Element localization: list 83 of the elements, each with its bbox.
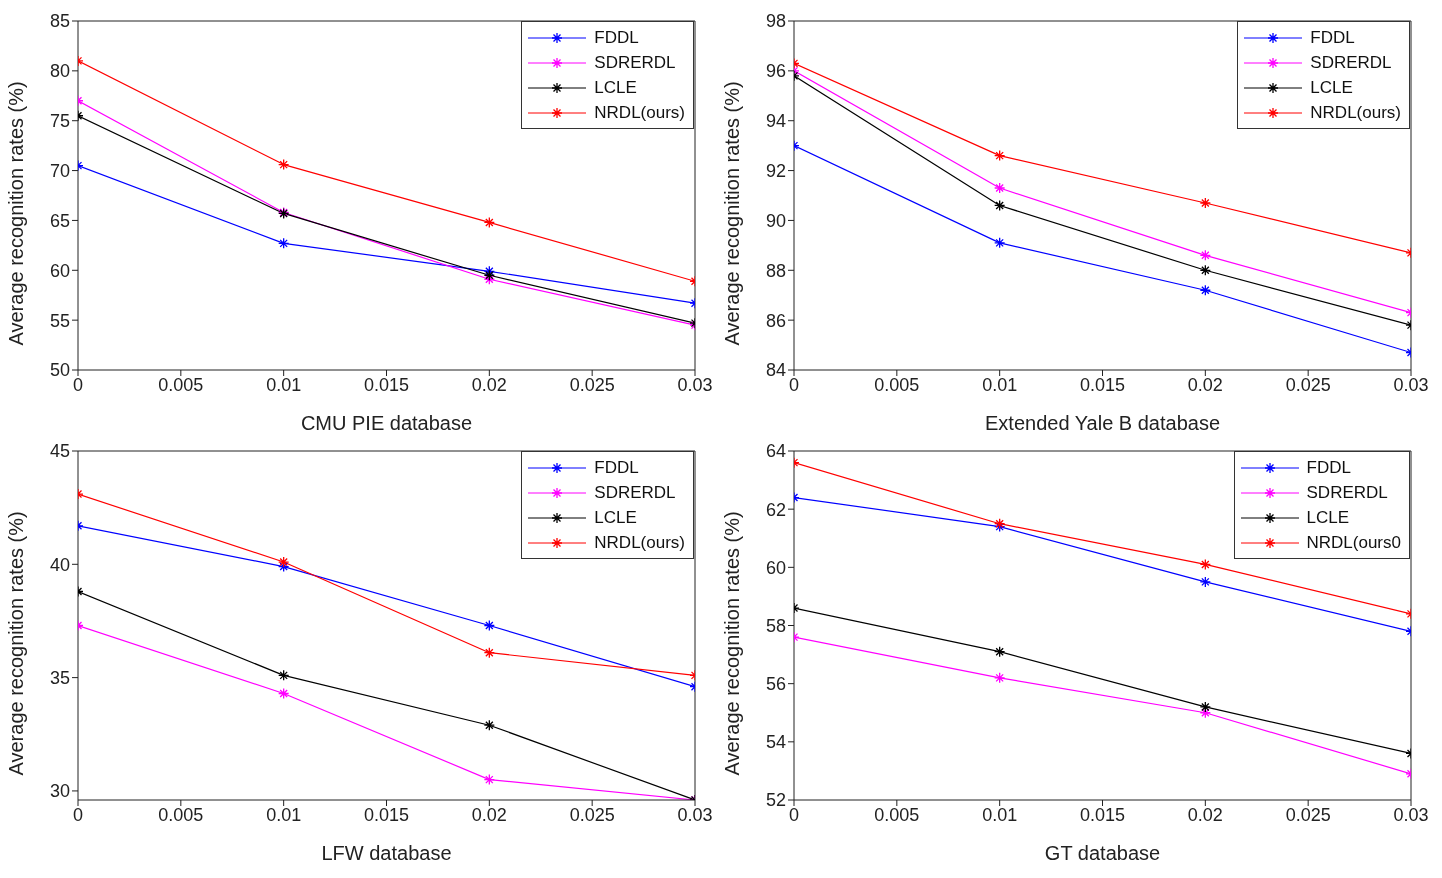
y-tick-label: 45 <box>49 441 70 462</box>
legend-label: LCLE <box>594 77 637 98</box>
x-tick-label: 0.02 <box>1187 804 1223 825</box>
y-tick-label: 52 <box>765 790 786 811</box>
x-tick-label: 0.015 <box>1079 804 1126 825</box>
x-tick-label: 0.03 <box>677 374 713 395</box>
x-tick-label: 0.015 <box>1079 374 1126 395</box>
y-tick-label: 86 <box>765 310 786 331</box>
y-tick-label: 70 <box>49 160 70 181</box>
x-tick-label: 0.02 <box>471 374 507 395</box>
x-tick-label: 0.01 <box>982 374 1018 395</box>
y-tick-label: 75 <box>49 111 70 132</box>
x-tick-label: 0.005 <box>158 374 204 395</box>
x-tick-label: 0.02 <box>471 804 507 825</box>
legend-label: SDRERDL <box>594 482 676 503</box>
x-tick-label: 0.005 <box>874 374 920 395</box>
legend-label: FDDL <box>1310 27 1355 48</box>
x-axis-title: LFW database <box>321 842 452 864</box>
y-tick-label: 55 <box>49 310 70 331</box>
y-tick-label: 35 <box>49 668 70 689</box>
x-tick-label: 0.005 <box>874 804 920 825</box>
y-tick-label: 54 <box>765 732 786 753</box>
point <box>278 669 290 682</box>
y-tick-label: 30 <box>49 781 70 802</box>
legend-label: NRDL(ours) <box>594 102 685 123</box>
legend-label: SDRERDL <box>594 52 676 73</box>
y-tick-label: 94 <box>765 111 786 132</box>
y-tick-label: 65 <box>49 210 70 231</box>
y-tick-label: 56 <box>765 674 786 695</box>
y-tick-label: 60 <box>765 557 786 578</box>
x-tick-label: 0.03 <box>1393 804 1429 825</box>
x-tick-label: 0 <box>72 374 84 395</box>
y-tick-label: 92 <box>765 160 786 181</box>
x-tick-label: 0.025 <box>569 374 615 395</box>
y-tick-label: 90 <box>765 210 786 231</box>
x-tick-label: 0 <box>72 804 84 825</box>
point <box>483 719 495 731</box>
x-tick-label: 0.03 <box>1393 374 1429 395</box>
legend-label: FDDL <box>1306 457 1351 478</box>
legend-label: LCLE <box>1310 77 1353 98</box>
y-tick-label: 96 <box>765 61 786 82</box>
x-tick-label: 0.03 <box>677 804 713 825</box>
y-axis-title: Average recognition rates (%) <box>721 511 744 776</box>
legend-label: SDRERDL <box>1306 482 1388 503</box>
y-tick-label: 60 <box>49 260 70 281</box>
x-axis-title: CMU PIE database <box>300 412 473 434</box>
y-tick-label: 58 <box>765 615 786 636</box>
y-tick-label: 50 <box>49 360 70 381</box>
legend-label: FDDL <box>594 27 639 48</box>
x-tick-label: 0 <box>788 374 800 395</box>
x-tick-label: 0 <box>788 804 800 825</box>
y-tick-label: 64 <box>765 441 786 462</box>
x-tick-label: 0.025 <box>569 804 615 825</box>
legend-label: NRDL(ours) <box>1310 102 1401 123</box>
x-tick-label: 0.01 <box>982 804 1018 825</box>
x-tick-label: 0.025 <box>1285 374 1331 395</box>
y-tick-label: 85 <box>49 11 70 32</box>
y-axis-title: Average recognition rates (%) <box>721 81 744 346</box>
x-tick-label: 0.015 <box>363 374 410 395</box>
y-tick-label: 80 <box>49 61 70 82</box>
x-tick-label: 0.01 <box>266 804 302 825</box>
x-axis-title: Extended Yale B database <box>985 412 1220 434</box>
y-tick-label: 40 <box>49 554 70 575</box>
x-tick-label: 0.02 <box>1187 374 1223 395</box>
legend-label: LCLE <box>1306 507 1350 528</box>
point <box>278 687 290 700</box>
legend-label: LCLE <box>594 507 637 528</box>
legend-label: SDRERDL <box>1310 52 1392 73</box>
y-tick-label: 88 <box>765 260 786 281</box>
x-axis-title: GT database <box>1044 842 1161 864</box>
legend-label: FDDL <box>594 457 639 478</box>
legend-label: NRDL(ours) <box>594 532 685 553</box>
y-axis-title: Average recognition rates (%) <box>5 81 28 346</box>
y-tick-label: 62 <box>765 499 786 520</box>
y-tick-label: 84 <box>765 360 786 381</box>
y-axis-title: Average recognition rates (%) <box>5 511 28 776</box>
x-tick-label: 0.015 <box>363 804 410 825</box>
legend-label: NRDL(ours0 <box>1306 532 1401 553</box>
x-tick-label: 0.01 <box>266 374 302 395</box>
x-tick-label: 0.005 <box>158 804 204 825</box>
x-tick-label: 0.025 <box>1285 804 1331 825</box>
point <box>483 773 495 786</box>
y-tick-label: 98 <box>765 11 786 32</box>
